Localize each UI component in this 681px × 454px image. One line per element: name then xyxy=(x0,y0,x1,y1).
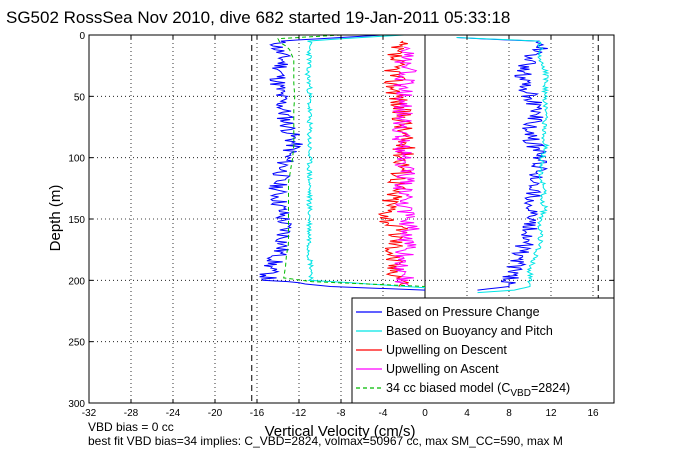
series-upwelling-ascent-line xyxy=(392,46,420,287)
x-tick-label: 8 xyxy=(506,408,512,419)
series-pressure-change-ascent-line xyxy=(456,37,549,291)
legend-label-pressure-change: Based on Pressure Change xyxy=(386,305,540,319)
y-tick-label: 0 xyxy=(79,31,85,42)
footer-best-fit: best fit VBD bias=34 implies: C_VBD=2824… xyxy=(88,434,563,448)
x-tick-label: 16 xyxy=(587,408,599,419)
legend: Based on Pressure Change Based on Buoyanc… xyxy=(351,297,615,404)
y-axis-label: Depth (m) xyxy=(47,185,64,252)
legend-box xyxy=(351,297,615,404)
legend-label-upwelling-ascent: Upwelling on Ascent xyxy=(386,362,499,376)
y-tick-label: 250 xyxy=(68,338,85,349)
footer-vbd-bias: VBD bias = 0 cc xyxy=(88,420,174,434)
x-tick-label: -4 xyxy=(379,408,388,419)
series-buoyancy-pitch-descent-line xyxy=(304,34,426,289)
y-tick-label: 200 xyxy=(68,276,85,287)
chart-title: SG502 RossSea Nov 2010, dive 682 started… xyxy=(6,8,510,27)
series-biased-model-line xyxy=(277,34,426,287)
y-tick-label: 100 xyxy=(68,154,85,165)
x-tick-label: -12 xyxy=(292,408,307,419)
x-tick-label: -20 xyxy=(208,408,223,419)
plot-area: -32 -28 -24 -20 -16 -12 -8 -4 0 4 8 12 16 0 50 100 150 20… xyxy=(68,31,615,419)
legend-label-upwelling-descent: Upwelling on Descent xyxy=(386,343,507,357)
x-tick-label: 4 xyxy=(464,408,470,419)
x-axis-label: Vertical Velocity (cm/s) xyxy=(265,423,416,440)
x-tick-label: -8 xyxy=(337,408,346,419)
x-tick-label: 0 xyxy=(422,408,428,419)
x-tick-label: -24 xyxy=(166,408,181,419)
x-tick-label: 12 xyxy=(545,408,557,419)
y-tick-label: 150 xyxy=(68,215,85,226)
y-tick-label: 50 xyxy=(74,92,86,103)
x-tick-label: -16 xyxy=(250,408,265,419)
x-tick-label: -28 xyxy=(124,408,139,419)
x-tick-label: -32 xyxy=(82,408,97,419)
series-pressure-change-descent-line xyxy=(259,34,426,291)
legend-label-buoyancy-pitch: Based on Buoyancy and Pitch xyxy=(386,324,553,338)
y-tick-label: 300 xyxy=(68,399,85,410)
series-buoyancy-pitch-ascent-line xyxy=(456,37,550,294)
